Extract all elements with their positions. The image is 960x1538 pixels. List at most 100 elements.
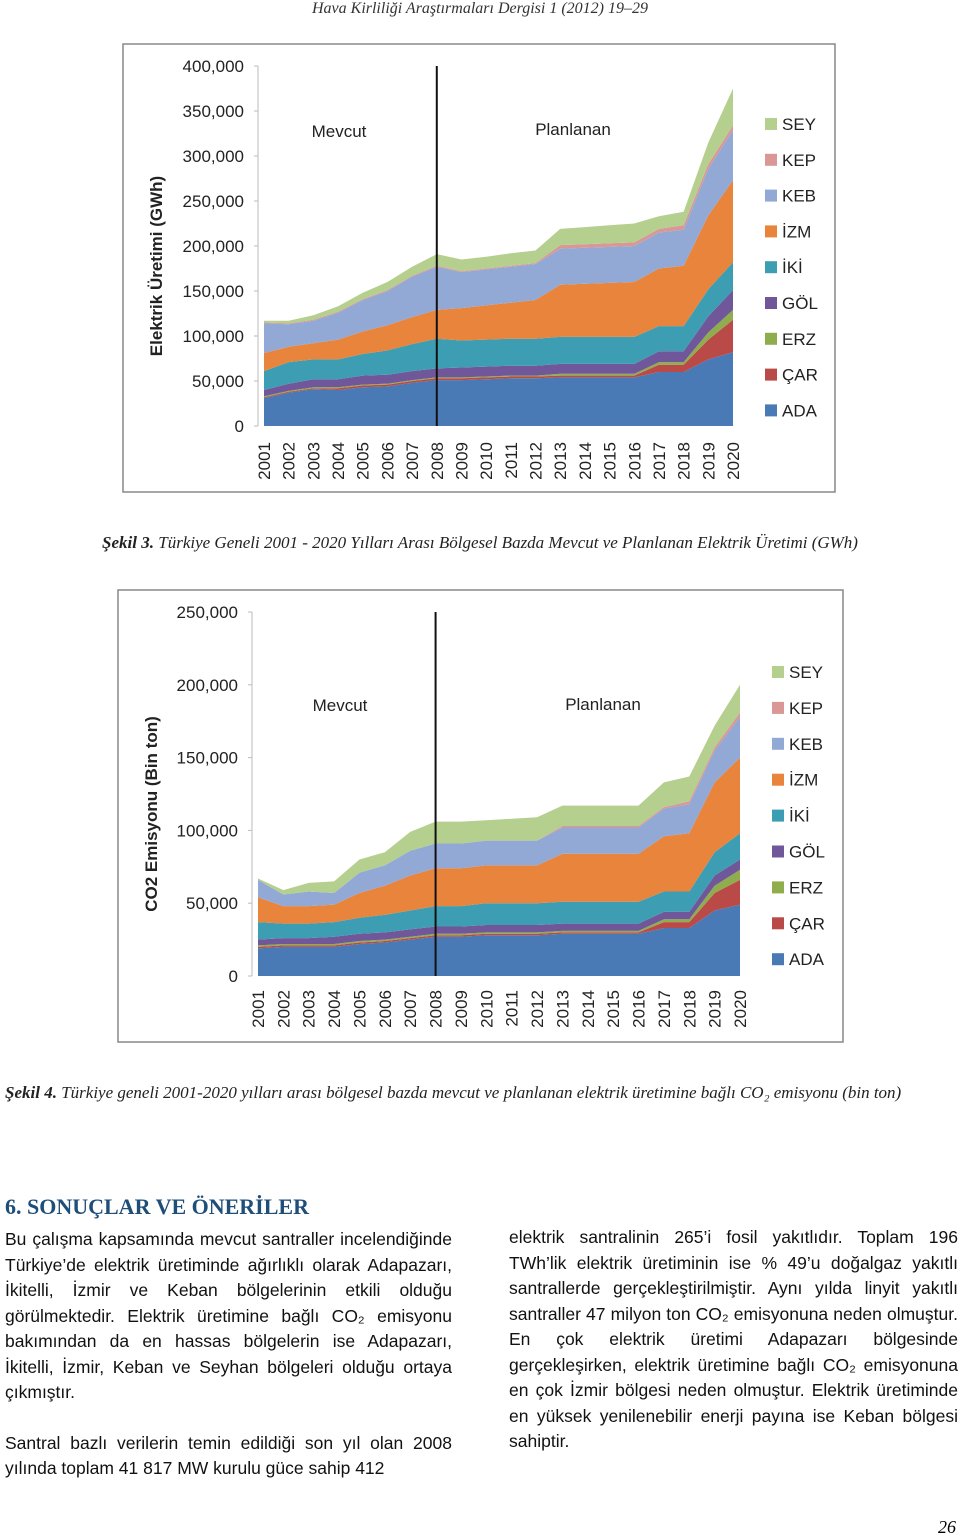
paragraph: elektrik santralinin 265’i fosil yakıtlı… <box>509 1227 958 1451</box>
legend-swatch <box>772 773 784 786</box>
x-tick-label: 2017 <box>650 442 669 480</box>
x-tick-label: 2016 <box>630 990 649 1028</box>
annotation: Mevcut <box>312 122 367 141</box>
legend-label: ERZ <box>789 878 823 897</box>
caption-label: Şekil 4. <box>5 1083 57 1102</box>
legend-label: İZM <box>782 222 811 241</box>
x-tick-label: 2018 <box>675 442 694 480</box>
y-tick-label: 200,000 <box>177 676 238 695</box>
area-series <box>258 833 740 940</box>
legend-label: ERZ <box>782 330 816 349</box>
x-tick-label: 2007 <box>403 442 422 480</box>
y-tick-label: 50,000 <box>186 894 238 913</box>
x-tick-label: 2007 <box>401 990 420 1028</box>
legend-label: İKİ <box>789 807 810 826</box>
legend-swatch <box>765 332 777 345</box>
legend-swatch <box>765 297 777 309</box>
legend-swatch <box>772 666 784 678</box>
legend-label: ÇAR <box>782 366 818 385</box>
x-tick-label: 2020 <box>731 990 750 1028</box>
x-tick-label: 2003 <box>304 442 323 480</box>
annotation: Mevcut <box>313 696 368 715</box>
area-series <box>258 757 740 924</box>
right-column: elektrik santralinin 265’i fosil yakıtlı… <box>509 1225 958 1480</box>
y-tick-label: 250,000 <box>177 603 238 622</box>
y-tick-label: 200,000 <box>183 237 244 256</box>
caption: Şekil 4. Türkiye geneli 2001-2020 yıllar… <box>5 1083 955 1103</box>
area-series <box>264 352 733 426</box>
x-tick-label: 2003 <box>300 990 319 1028</box>
area-series <box>264 262 733 390</box>
legend-label: ADA <box>789 950 825 969</box>
x-tick-label: 2001 <box>255 442 274 480</box>
legend-swatch <box>765 261 777 274</box>
x-tick-label: 2009 <box>452 990 471 1028</box>
x-tick-label: 2008 <box>427 990 446 1028</box>
x-tick-label: 2012 <box>527 442 546 480</box>
x-tick-label: 2005 <box>354 442 373 480</box>
y-tick-label: 150,000 <box>183 282 244 301</box>
y-tick-label: 150,000 <box>177 749 238 768</box>
page-number: 26 <box>938 1517 956 1537</box>
legend-label: KEB <box>789 735 823 754</box>
x-tick-label: 2014 <box>579 990 598 1028</box>
y-tick-label: 400,000 <box>183 57 244 76</box>
caption-label: Şekil 3. <box>102 533 154 552</box>
paragraph: Bu çalışma kapsamında mevcut santraller … <box>5 1229 452 1402</box>
legend-swatch <box>772 809 784 822</box>
legend-swatch <box>772 701 784 714</box>
y-tick-label: 350,000 <box>183 102 244 121</box>
x-tick-label: 2012 <box>528 990 547 1028</box>
legend-label: GÖL <box>789 843 825 862</box>
y-axis-label: CO2 Emisyonu (Bin ton) <box>142 716 161 912</box>
legend-swatch <box>765 368 777 381</box>
x-tick-label: 2002 <box>280 442 299 480</box>
y-tick-label: 300,000 <box>183 147 244 166</box>
paragraph: Santral bazlı verilerin temin edildiği s… <box>5 1432 452 1479</box>
y-tick-label: 50,000 <box>192 372 244 391</box>
legend-swatch <box>765 153 777 166</box>
legend-label: KEB <box>782 187 816 206</box>
legend-label: KEP <box>789 699 823 718</box>
area-series <box>264 129 733 354</box>
x-tick-label: 2011 <box>503 990 522 1027</box>
caption-text: Türkiye Geneli 2001 - 2020 Yılları Arası… <box>158 533 858 552</box>
legend-swatch <box>765 189 777 202</box>
x-tick-label: 2004 <box>325 990 344 1028</box>
legend-swatch <box>765 404 777 417</box>
legend-swatch <box>772 845 784 858</box>
legend-swatch <box>765 118 777 130</box>
y-tick-label: 100,000 <box>183 327 244 346</box>
area-series <box>258 879 740 949</box>
legend-label: KEP <box>782 151 816 170</box>
left-column: Bu çalışma kapsamında mevcut santraller … <box>5 1227 452 1507</box>
legend-label: İZM <box>789 771 818 790</box>
x-tick-label: 2014 <box>576 442 595 480</box>
x-tick-label: 2006 <box>376 990 395 1028</box>
legend-swatch <box>772 881 784 894</box>
journal-header: Hava Kirliliği Araştırmaları Dergisi 1 (… <box>311 0 648 17</box>
caption-text: Türkiye geneli 2001-2020 yılları arası b… <box>61 1083 902 1102</box>
x-tick-label: 2011 <box>502 442 521 479</box>
y-tick-label: 0 <box>229 967 238 986</box>
area-series <box>264 180 733 372</box>
legend-swatch <box>772 953 784 966</box>
charts: 0 50,000 100,000 150,000 200,000 250,000 300,0… <box>117 43 844 1043</box>
x-tick-label: 2020 <box>724 442 743 480</box>
x-tick-label: 2013 <box>553 990 572 1028</box>
area-series <box>258 904 740 976</box>
x-tick-label: 2002 <box>274 990 293 1028</box>
x-tick-label: 2006 <box>378 442 397 480</box>
y-tick-label: 100,000 <box>177 821 238 840</box>
y-tick-label: 0 <box>235 417 244 436</box>
area-series <box>264 309 733 398</box>
legend-label: İKİ <box>782 258 803 277</box>
legend-label: SEY <box>782 115 816 134</box>
x-tick-label: 2015 <box>601 442 620 480</box>
y-tick-label: 250,000 <box>183 192 244 211</box>
legend-label: ADA <box>782 401 818 420</box>
section-title: 6. SONUÇLAR VE ÖNERİLER <box>5 1194 309 1219</box>
x-tick-label: 2005 <box>350 990 369 1028</box>
y-axis-label: Elektrik Üretimi (GWh) <box>147 176 166 356</box>
